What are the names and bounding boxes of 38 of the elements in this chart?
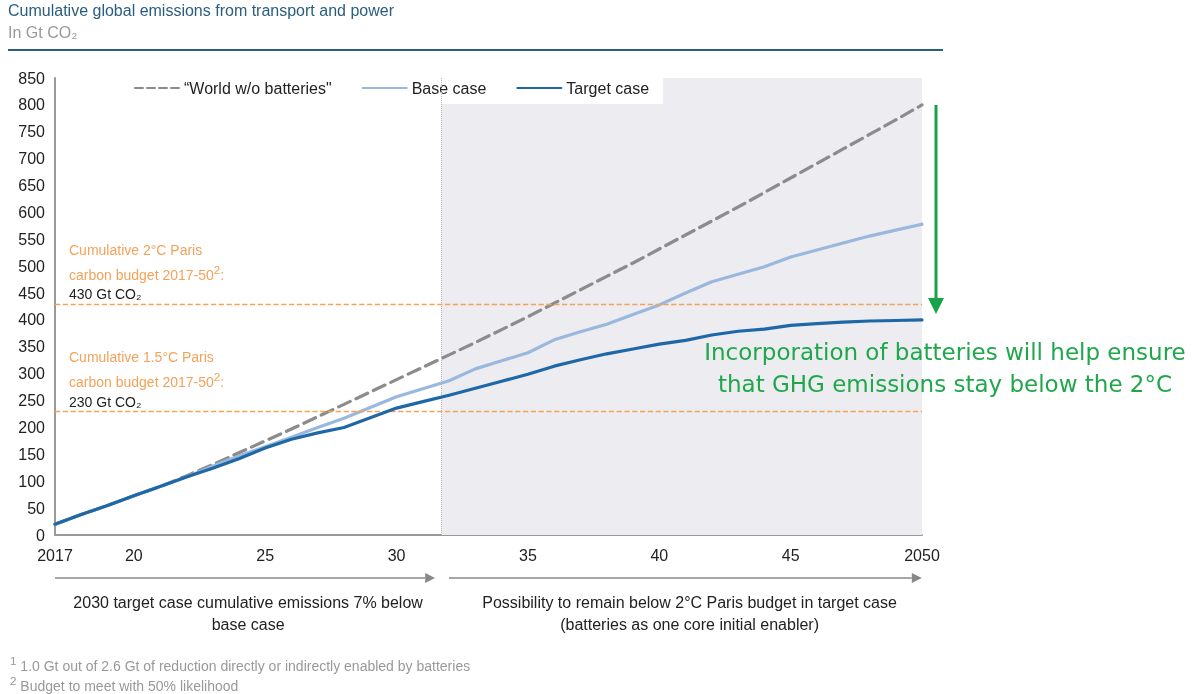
text: Possibility to remain below 2°C Paris budget in target case (batteries as one core initial enabler) [481,593,898,635]
chart-subtitle: In Gt CO₂ [8,24,78,42]
y-tick-label: 350 [18,338,46,356]
y-tick-label: 700 [18,150,46,168]
y-tick-label: 0 [36,526,46,544]
legend-label: Base case [411,79,487,97]
y-tick-label: 150 [18,445,46,463]
text: 2030 target case cumulative emissions 7% below base case [72,593,424,635]
x-tick-label: 2050 [904,546,940,564]
y-tick-label: 650 [18,177,46,195]
x-tick-label: 20 [124,546,143,564]
y-tick-label: 50 [27,499,46,517]
y-tick-label: 300 [18,365,46,383]
chart-title: Cumulative global emissions from transport and power [8,2,394,20]
x-tick-label: 30 [387,546,406,564]
x-tick-label: 40 [650,546,669,564]
y-tick-label: 400 [18,311,46,329]
y-tick-label: 600 [18,203,46,221]
y-tick-label: 850 [18,69,46,87]
text: Cumulative 1.5°C Paris carbon budget 2017-50$^{2}$: 230 Gt CO₂ [69,349,225,410]
y-tick-label: 200 [18,418,46,436]
x-tick-label: 35 [519,546,537,564]
x-tick-label: 2017 [37,546,73,564]
y-tick-label: 500 [18,257,46,275]
y-tick-label: 450 [18,284,46,302]
text: Cumulative 2°C Paris carbon budget 2017-50$^{2}$: 430 Gt CO₂ [69,241,225,303]
legend-label: Target case [566,79,650,97]
y-tick-label: 750 [18,123,46,141]
y-tick-label: 100 [18,472,46,490]
x-tick-label: 25 [256,546,275,564]
y-tick-label: 250 [18,392,46,410]
legend-label: “World w/o batteries" [184,79,332,97]
y-tick-label: 800 [18,96,46,114]
x-tick-label: 45 [781,546,800,564]
text: $^{2}$ Budget to meet with 50% likelihood [10,674,239,694]
y-tick-label: 550 [18,230,46,248]
text: $^{1}$ 1.0 Gt out of 2.6 Gt of reduction directly or indirectly enabled by batteries [10,654,471,674]
annotation: Incorporation of batteries will help ensure that GHG emissions stay below the 2°C [703,338,1187,399]
